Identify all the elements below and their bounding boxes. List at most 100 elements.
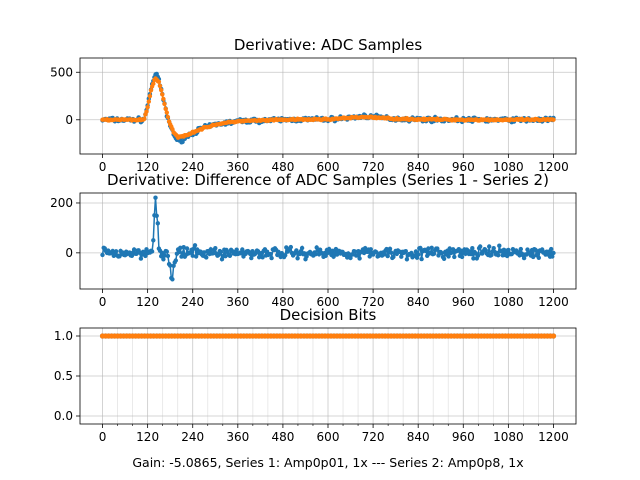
data-point: [160, 92, 165, 97]
y-tick-label: 1.0: [54, 329, 73, 343]
data-point: [155, 221, 160, 226]
series-group: [100, 195, 556, 282]
data-point: [148, 88, 154, 93]
x-tick-label: 840: [407, 430, 430, 444]
data-point: [352, 249, 358, 254]
x-axis-label: Gain: -5.0865, Series 1: Amp0p01, 1x ---…: [132, 455, 523, 470]
data-point: [489, 252, 494, 258]
data-point: [171, 263, 176, 268]
data-point: [184, 246, 190, 251]
x-tick-label: 0: [99, 295, 107, 309]
x-tick-label: 600: [317, 430, 340, 444]
x-tick-label: 240: [181, 160, 204, 174]
data-point: [439, 251, 445, 256]
subplot-2: 0 120 240 360 480 600 720 840 960 1080 1200 0 200 Der…: [50, 171, 577, 309]
data-point: [288, 244, 293, 250]
data-point: [142, 116, 147, 122]
x-tick-label: 1200: [538, 295, 569, 309]
data-point: [192, 243, 198, 248]
x-tick-label: 240: [181, 295, 204, 309]
y-tick-label: 0.5: [54, 369, 73, 383]
data-point: [452, 254, 457, 260]
data-point: [531, 254, 536, 260]
data-point: [299, 245, 305, 251]
data-point: [162, 253, 167, 258]
data-point: [283, 253, 288, 258]
data-point: [165, 114, 171, 120]
series-group: [99, 333, 557, 339]
data-point: [178, 245, 183, 250]
data-point: [478, 244, 483, 249]
data-point: [142, 250, 147, 255]
data-point: [496, 253, 501, 258]
data-point: [429, 245, 434, 250]
x-tick-label: 1200: [538, 430, 569, 444]
x-tick-label: 360: [226, 160, 249, 174]
data-point: [357, 256, 362, 261]
data-point: [446, 254, 451, 259]
data-point: [151, 81, 156, 86]
series-markers-2: [100, 76, 556, 140]
data-point: [551, 117, 556, 122]
x-tick-label: 1080: [493, 295, 524, 309]
data-point: [164, 249, 169, 254]
data-point: [302, 251, 307, 256]
x-tick-label: 1080: [493, 430, 524, 444]
x-tick-label: 480: [271, 295, 294, 309]
data-point: [374, 250, 379, 255]
data-point: [506, 247, 511, 253]
data-point: [179, 254, 184, 259]
data-point: [181, 245, 186, 250]
data-point: [334, 252, 340, 257]
data-point: [144, 109, 149, 114]
data-point: [346, 251, 351, 256]
x-tick-label: 600: [317, 160, 340, 174]
data-point: [469, 251, 474, 257]
data-point: [413, 249, 419, 254]
data-point: [151, 238, 156, 243]
data-point: [218, 249, 224, 255]
x-tick-label: 960: [452, 430, 475, 444]
data-point: [418, 245, 423, 251]
data-point: [549, 246, 554, 252]
data-point: [204, 255, 209, 260]
data-point: [180, 251, 185, 256]
x-tick-label: 960: [452, 295, 475, 309]
data-point: [161, 96, 166, 102]
subplot-title: Derivative: ADC Samples: [234, 36, 422, 54]
x-tick-label: 360: [226, 295, 249, 309]
data-point: [313, 252, 318, 257]
data-point: [100, 252, 105, 258]
data-point: [180, 139, 185, 145]
data-point: [487, 244, 492, 249]
data-point: [426, 246, 431, 251]
data-point: [146, 99, 151, 104]
data-point: [159, 87, 164, 93]
x-tick-label: 600: [317, 295, 340, 309]
data-point: [388, 250, 394, 255]
x-tick-label: 120: [136, 160, 159, 174]
data-point: [355, 253, 360, 258]
x-tick-label: 720: [362, 160, 385, 174]
data-point: [436, 253, 441, 258]
data-point: [403, 249, 408, 254]
x-tick-label: 480: [271, 430, 294, 444]
data-point: [147, 93, 153, 99]
data-point: [260, 255, 265, 260]
x-tick-label: 720: [362, 295, 385, 309]
subplot-title: Derivative: Difference of ADC Samples (S…: [107, 171, 549, 189]
series-markers-2: [99, 333, 557, 339]
data-point: [470, 246, 475, 251]
data-point: [463, 251, 468, 256]
data-point: [348, 255, 353, 261]
data-point: [459, 254, 465, 260]
data-point: [168, 263, 173, 268]
data-point: [404, 257, 410, 262]
data-point: [190, 253, 195, 258]
data-point: [382, 252, 387, 257]
data-point: [518, 246, 523, 252]
data-point: [173, 258, 178, 263]
data-point: [387, 246, 393, 251]
data-point: [113, 249, 119, 254]
x-tick-label: 840: [407, 295, 430, 309]
